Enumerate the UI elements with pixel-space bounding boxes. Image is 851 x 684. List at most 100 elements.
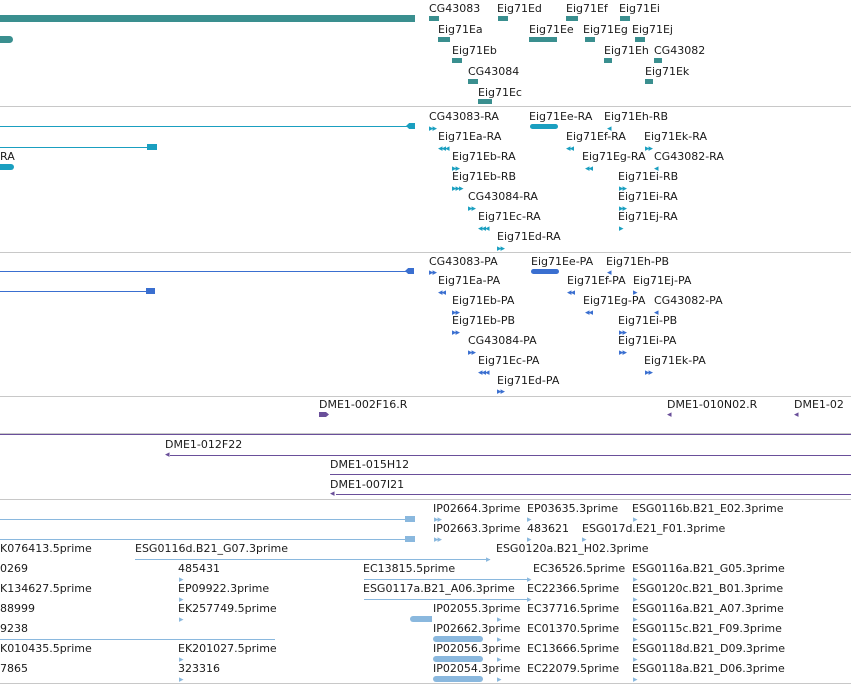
gene-feature-cg43083[interactable] xyxy=(429,16,439,21)
gene-feature-eig71ei[interactable] xyxy=(620,16,630,21)
est-glyph[interactable]: ▸ xyxy=(179,615,183,625)
transcript-intron-line[interactable] xyxy=(0,126,408,127)
est-glyph[interactable]: ▸ xyxy=(497,655,501,665)
gene-feature-eig71eh[interactable] xyxy=(604,58,612,63)
protein-glyph[interactable]: ◂◂ xyxy=(438,288,446,298)
gene-feature-eig71eb[interactable] xyxy=(452,58,462,63)
protein-exon[interactable] xyxy=(146,288,155,294)
transcript-exon[interactable] xyxy=(147,144,157,150)
est-line[interactable] xyxy=(364,599,529,600)
protein-glyph[interactable]: ▸▸ xyxy=(619,348,627,358)
transcript-glyph[interactable]: ▸▸ xyxy=(619,204,627,214)
transcript-exon[interactable] xyxy=(406,123,415,129)
est-glyph[interactable]: ▸ xyxy=(179,675,183,684)
bac-end-glyph[interactable]: ◂ xyxy=(794,410,798,420)
est-glyph[interactable]: ▸ xyxy=(497,615,501,625)
est-exon[interactable] xyxy=(410,616,432,622)
bac-glyph[interactable]: ◂ xyxy=(165,450,169,460)
bac-line[interactable] xyxy=(170,455,851,456)
transcript-glyph[interactable]: ◂ xyxy=(654,164,658,174)
gene-feature-eig71ed[interactable] xyxy=(498,16,508,21)
est-glyph[interactable]: ▸ xyxy=(497,635,501,645)
transcript-glyph[interactable]: ▸▸ xyxy=(429,124,437,134)
gene-feature-stub[interactable] xyxy=(0,36,13,43)
protein-glyph[interactable]: ▸▸ xyxy=(468,348,476,358)
est-glyph[interactable]: ▸ xyxy=(527,575,531,585)
gene-feature-eig71ej[interactable] xyxy=(635,37,645,42)
bac-line[interactable] xyxy=(336,494,851,495)
est-glyph[interactable]: ▸▸ xyxy=(434,535,442,545)
est-glyph[interactable]: ▸ xyxy=(497,675,501,684)
transcript-glyph[interactable]: ▸▸ xyxy=(452,164,460,174)
protein-intron-line[interactable] xyxy=(0,291,148,292)
bac-end-glyph[interactable]: ◂ xyxy=(667,410,671,420)
est-glyph[interactable]: ▸ xyxy=(486,555,490,565)
protein-glyph[interactable]: ◂ xyxy=(607,268,611,278)
transcript-glyph[interactable]: ◂◂ xyxy=(566,144,574,154)
est-exon[interactable] xyxy=(433,636,483,642)
est-glyph[interactable]: ▸ xyxy=(527,595,531,605)
est-glyph[interactable]: ▸ xyxy=(633,595,637,605)
est-glyph[interactable]: ▸ xyxy=(633,615,637,625)
protein-glyph[interactable]: ▸▸ xyxy=(645,368,653,378)
est-glyph[interactable]: ▸ xyxy=(527,515,531,525)
gene-feature-eig71ef[interactable] xyxy=(566,16,578,21)
protein-intron-line[interactable] xyxy=(0,271,408,272)
bac-line[interactable] xyxy=(330,474,851,475)
est-glyph[interactable]: ▸ xyxy=(179,595,183,605)
transcript-glyph[interactable]: ◂◂ xyxy=(585,164,593,174)
protein-glyph[interactable]: ▸▸ xyxy=(452,328,460,338)
est-glyph[interactable]: ▸ xyxy=(633,515,637,525)
transcript-intron-line[interactable] xyxy=(0,147,150,148)
protein-glyph[interactable]: ▸▸ xyxy=(429,268,437,278)
transcript-glyph[interactable]: ▸▸▸ xyxy=(452,184,464,194)
gene-feature-eig71ek[interactable] xyxy=(645,79,653,84)
gene-feature-eig71ea[interactable] xyxy=(438,37,450,42)
protein-glyph[interactable]: ▸▸ xyxy=(452,308,460,318)
est-line[interactable] xyxy=(0,519,410,520)
est-exon[interactable] xyxy=(433,656,483,662)
bac-line[interactable] xyxy=(0,434,851,435)
est-glyph[interactable]: ▸ xyxy=(179,575,183,585)
est-line[interactable] xyxy=(0,539,410,540)
gene-feature-eig71ec[interactable] xyxy=(478,99,492,104)
transcript-glyph[interactable]: ◂ xyxy=(607,124,611,134)
protein-glyph[interactable]: ◂◂◂ xyxy=(478,368,490,378)
est-glyph[interactable]: ▸ xyxy=(633,635,637,645)
gene-feature-cg43082[interactable] xyxy=(654,58,662,63)
est-line[interactable] xyxy=(0,639,275,640)
transcript-glyph[interactable]: ◂◂◂ xyxy=(478,224,490,234)
est-exon[interactable] xyxy=(405,536,415,542)
transcript-exon[interactable] xyxy=(530,124,558,129)
est-line[interactable] xyxy=(364,579,529,580)
transcript-glyph[interactable]: ▸▸ xyxy=(619,184,627,194)
protein-exon[interactable] xyxy=(405,268,414,274)
gene-feature-long[interactable] xyxy=(0,15,415,22)
est-glyph[interactable]: ▸ xyxy=(633,675,637,684)
est-glyph[interactable]: ▸ xyxy=(633,655,637,665)
est-line[interactable] xyxy=(135,559,490,560)
transcript-glyph[interactable]: ▸▸ xyxy=(497,244,505,253)
protein-glyph[interactable]: ◂◂ xyxy=(567,288,575,298)
est-glyph[interactable]: ▸ xyxy=(633,575,637,585)
protein-exon[interactable] xyxy=(531,269,559,274)
protein-glyph[interactable]: ◂ xyxy=(654,308,658,318)
protein-glyph[interactable]: ▸▸ xyxy=(619,328,627,338)
gene-feature-eig71eg[interactable] xyxy=(585,37,595,42)
est-glyph[interactable]: ▸ xyxy=(582,535,586,545)
transcript-glyph[interactable]: ◂◂◂ xyxy=(438,144,450,154)
transcript-glyph[interactable]: ▸ xyxy=(619,224,623,234)
gene-feature-cg43084[interactable] xyxy=(468,79,478,84)
protein-glyph[interactable]: ▸ xyxy=(633,288,637,298)
transcript-glyph[interactable]: ▸▸ xyxy=(645,144,653,154)
bac-end-feature[interactable] xyxy=(319,412,329,417)
est-glyph[interactable]: ▸ xyxy=(179,655,183,665)
protein-glyph[interactable]: ◂◂ xyxy=(585,308,593,318)
est-exon[interactable] xyxy=(433,676,483,682)
transcript-glyph[interactable]: ▸▸ xyxy=(468,204,476,214)
bac-glyph[interactable]: ◂ xyxy=(330,489,334,499)
gene-feature-eig71ee[interactable] xyxy=(529,37,557,42)
est-glyph[interactable]: ▸▸ xyxy=(434,515,442,525)
est-glyph[interactable]: ▸ xyxy=(527,535,531,545)
transcript-exon-ra[interactable] xyxy=(0,164,14,170)
